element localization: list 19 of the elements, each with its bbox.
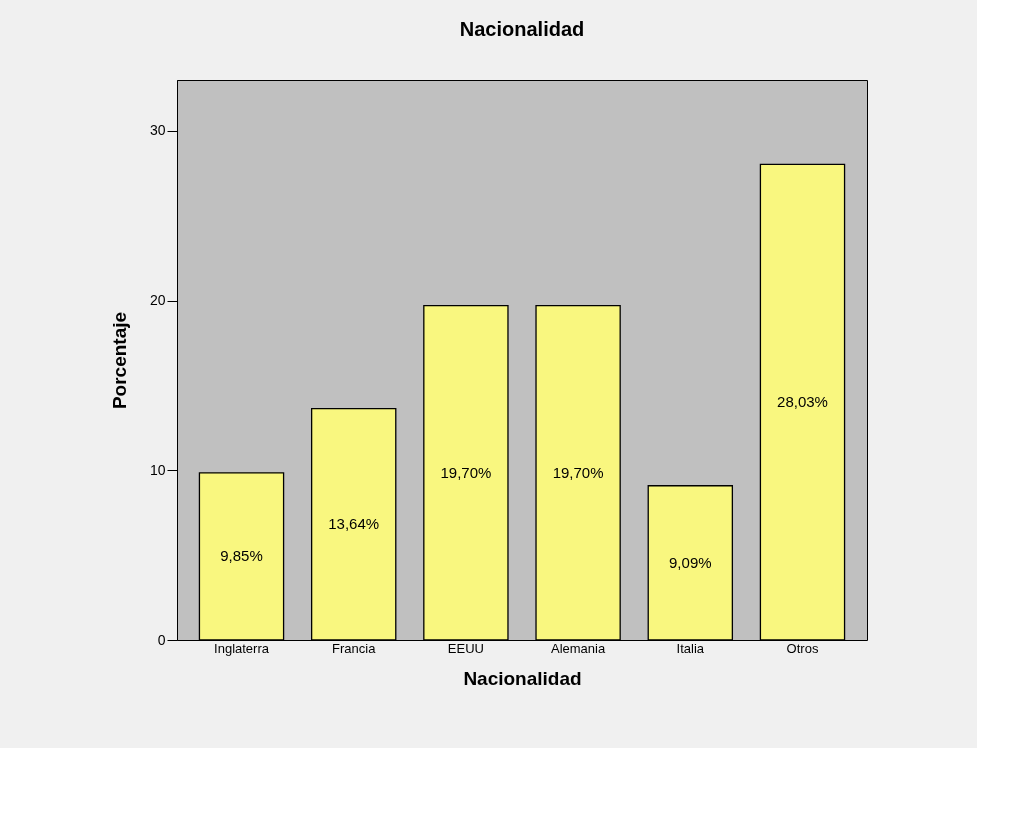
x-axis-title: Nacionalidad: [463, 667, 582, 689]
data-label: 19,70%: [552, 463, 604, 481]
y-tick-label: 0: [157, 631, 166, 648]
data-label: 28,03%: [777, 393, 828, 411]
y-tick-label: 20: [149, 292, 166, 309]
chart-title: Nacionalidad: [459, 18, 585, 40]
x-tick-label: EEUU: [447, 640, 484, 656]
data-label: 19,70%: [440, 463, 492, 481]
data-label: 9,09%: [669, 553, 712, 571]
x-tick-label: Inglaterra: [214, 640, 270, 656]
x-tick-label: Italia: [676, 640, 705, 656]
x-tick-label: Alemania: [551, 640, 606, 656]
y-axis-title: Porcentaje: [108, 311, 130, 410]
y-tick-label: 30: [149, 122, 166, 139]
data-label: 9,85%: [220, 547, 263, 565]
x-tick-label: Francia: [332, 640, 377, 656]
y-tick-label: 10: [149, 461, 166, 478]
data-label: 13,64%: [328, 515, 380, 533]
x-tick-label: Otros: [786, 640, 819, 656]
